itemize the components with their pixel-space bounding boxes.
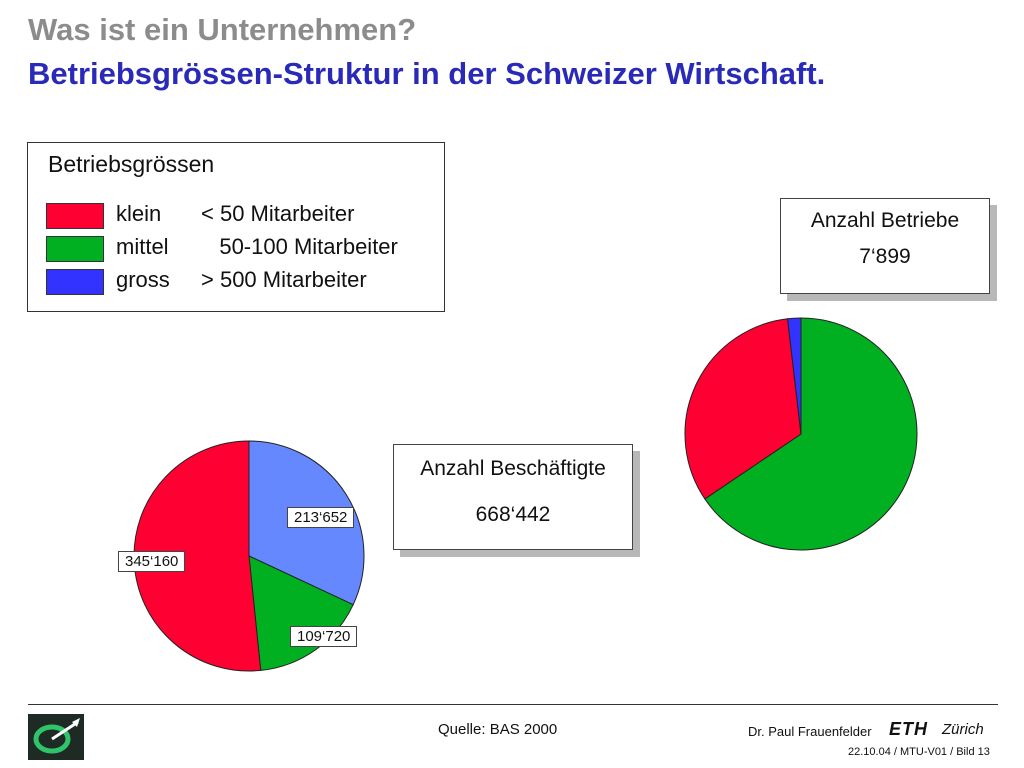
legend-range: < 50 Mitarbeiter bbox=[201, 201, 355, 226]
footer-source: Quelle: BAS 2000 bbox=[438, 721, 558, 738]
legend-title: Betriebsgrössen bbox=[48, 151, 215, 177]
pie-slice-mittel bbox=[704, 317, 918, 551]
slide-title: Was ist ein Unternehmen? bbox=[28, 12, 417, 47]
eth-logo-icon bbox=[28, 714, 84, 760]
legend-label: gross bbox=[116, 267, 170, 292]
data-label-gross: 213‘652 bbox=[287, 507, 355, 528]
callout-label: Anzahl Betriebe bbox=[810, 209, 960, 232]
footer-city: Zürich bbox=[942, 721, 984, 738]
pie-slice-klein bbox=[684, 318, 802, 500]
legend-range: 50-100 Mitarbeiter bbox=[201, 234, 398, 259]
callout-label: Anzahl Beschäftigte bbox=[420, 457, 606, 480]
pie-slice-gross bbox=[787, 317, 802, 435]
footer-institution: ETH bbox=[889, 719, 928, 739]
data-label-klein: 345‘160 bbox=[118, 551, 186, 572]
pie-slice-mittel bbox=[248, 555, 354, 671]
callout-value: 7‘899 bbox=[859, 245, 911, 268]
footer-author: Dr. Paul Frauenfelder bbox=[748, 724, 872, 739]
legend-item-gross: gross > 500 Mitarbeiter bbox=[46, 267, 436, 297]
callout-value: 668‘442 bbox=[475, 503, 551, 526]
data-label-mittel: 109‘720 bbox=[290, 626, 358, 647]
legend-item-klein: klein < 50 Mitarbeiter bbox=[46, 201, 436, 231]
footer-slide-info: 22.10.04 / MTU-V01 / Bild 13 bbox=[848, 746, 990, 758]
callout-anzahl-betriebe: Anzahl Betriebe 7‘899 bbox=[780, 198, 990, 294]
callout-anzahl-beschaeftigte: Anzahl Beschäftigte 668‘442 bbox=[393, 444, 633, 550]
legend-label: klein bbox=[116, 201, 162, 226]
legend-swatch-mittel bbox=[46, 236, 104, 262]
legend-range: > 500 Mitarbeiter bbox=[201, 267, 367, 292]
legend-item-mittel: mittel 50-100 Mitarbeiter bbox=[46, 234, 436, 264]
legend-label: mittel bbox=[116, 234, 169, 259]
slide-subtitle: Betriebsgrössen-Struktur in der Schweize… bbox=[28, 56, 826, 91]
legend-box: Betriebsgrössen klein < 50 Mitarbeiter m… bbox=[27, 142, 445, 312]
footer-divider bbox=[28, 704, 998, 705]
pie-chart-betriebe bbox=[684, 317, 918, 551]
legend-swatch-gross bbox=[46, 269, 104, 295]
legend-swatch-klein bbox=[46, 203, 104, 229]
